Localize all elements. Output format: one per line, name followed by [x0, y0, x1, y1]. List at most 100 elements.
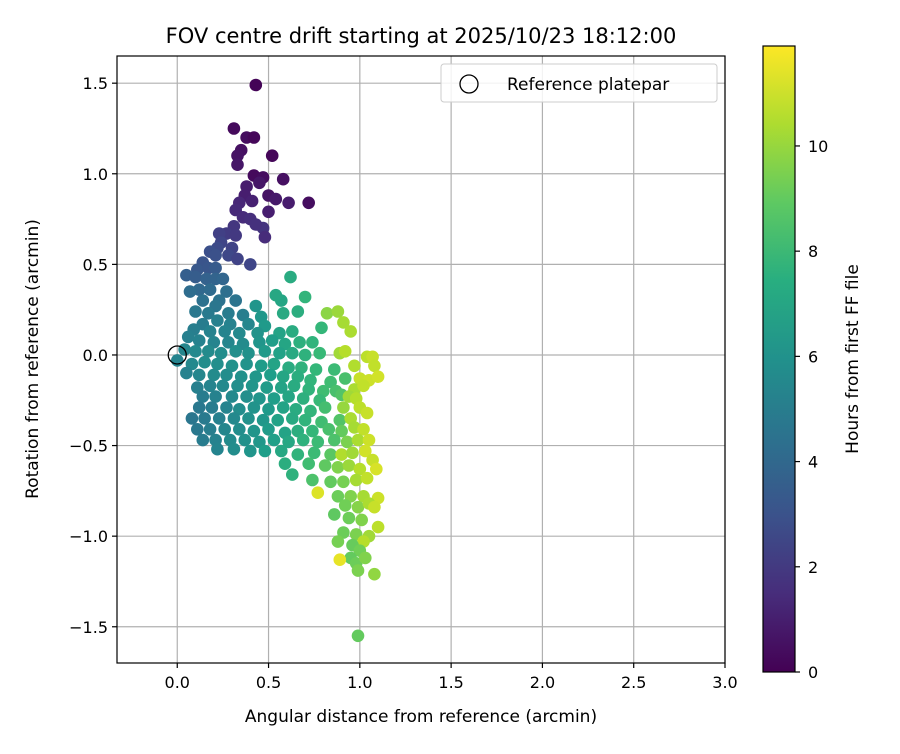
data-point-197: [306, 424, 319, 438]
data-point-190: [203, 423, 217, 436]
data-point-142: [231, 379, 244, 393]
data-point-139: [191, 381, 204, 394]
data-point-145: [275, 381, 288, 394]
x-tick-label-2: 1.0: [347, 673, 372, 692]
data-point-155: [240, 390, 253, 403]
data-point-199: [335, 424, 348, 438]
data-point-110: [171, 354, 184, 367]
data-point-6: [265, 149, 279, 162]
data-point-3: [247, 131, 261, 144]
data-point-265: [368, 567, 381, 581]
colorbar-label: Hours from first FF file: [843, 264, 863, 454]
data-point-236: [324, 475, 337, 489]
data-point-70: [211, 314, 224, 327]
reference-platepar-marker: [167, 345, 187, 365]
data-point-78: [233, 326, 246, 340]
data-point-198: [322, 423, 336, 436]
y-tick-label-4: −0.5: [69, 437, 108, 456]
data-point-44: [200, 272, 213, 286]
data-point-167: [233, 403, 246, 416]
data-point-15: [269, 192, 283, 206]
data-point-126: [207, 368, 221, 382]
data-point-87: [207, 336, 221, 349]
data-point-25: [249, 218, 263, 231]
data-point-51: [220, 285, 233, 298]
legend-box: [440, 63, 718, 103]
legend: Reference platepar: [440, 63, 718, 103]
data-point-104: [298, 348, 312, 362]
data-point-168: [247, 401, 261, 414]
data-point-209: [296, 433, 310, 447]
data-point-111: [185, 357, 199, 371]
colorbar-tick-label-5: 10: [808, 137, 828, 156]
data-point-37: [231, 252, 244, 266]
data-point-214: [362, 433, 376, 447]
data-point-218: [258, 444, 272, 458]
y-tick-label-6: −1.5: [69, 618, 108, 637]
data-point-50: [183, 285, 197, 298]
data-point-153: [209, 390, 222, 403]
data-point-177: [198, 412, 211, 425]
data-point-194: [262, 423, 275, 436]
data-point-30: [258, 230, 272, 244]
data-point-242: [344, 490, 358, 503]
legend-entry-reference-platepar: Reference platepar: [507, 75, 669, 95]
colorbar-tick-label-4: 8: [808, 242, 818, 261]
data-point-88: [222, 336, 235, 349]
y-tick-label-2: 0.5: [83, 255, 108, 274]
data-point-216: [227, 442, 241, 456]
data-point-217: [244, 444, 257, 458]
chart-title: FOV centre drift starting at 2025/10/23 …: [166, 24, 677, 48]
data-point-210: [311, 435, 325, 449]
data-point-234: [286, 468, 299, 481]
data-point-131: [276, 370, 290, 384]
data-point-5: [231, 149, 244, 162]
data-point-112: [198, 355, 211, 369]
data-point-169: [262, 403, 275, 416]
data-point-54: [269, 288, 283, 302]
data-point-230: [331, 461, 345, 474]
data-point-122: [348, 359, 361, 373]
data-point-67: [291, 305, 305, 318]
data-point-182: [271, 413, 285, 427]
data-point-231: [342, 459, 356, 472]
data-point-188: [360, 406, 374, 420]
data-point-143: [245, 379, 259, 393]
data-point-73: [242, 317, 255, 331]
data-point-221: [307, 446, 321, 460]
data-point-121: [328, 363, 341, 376]
data-point-191: [218, 423, 231, 436]
data-point-47: [244, 258, 257, 271]
data-point-213: [351, 433, 365, 447]
data-point-134: [324, 375, 337, 389]
data-point-211: [328, 433, 341, 447]
data-point-144: [260, 381, 274, 394]
data-point-46: [216, 272, 230, 286]
data-point-184: [298, 413, 312, 427]
data-point-103: [286, 346, 299, 360]
data-point-123: [368, 359, 381, 373]
data-point-115: [240, 357, 253, 371]
data-point-125: [192, 368, 206, 382]
data-point-251: [355, 513, 369, 527]
data-point-152: [196, 390, 210, 403]
data-point-158: [282, 390, 295, 403]
data-point-49: [203, 283, 217, 297]
y-tick-label-1: 1.0: [83, 165, 108, 184]
data-point-76: [203, 325, 217, 338]
data-point-94: [306, 336, 319, 349]
data-point-35: [209, 249, 222, 262]
data-point-56: [298, 290, 312, 304]
data-point-138: [371, 370, 385, 384]
x-tick-label-3: 1.5: [438, 673, 463, 692]
data-point-90: [253, 336, 266, 349]
data-point-183: [286, 412, 299, 425]
data-point-140: [203, 379, 217, 393]
data-point-245: [338, 499, 352, 512]
data-point-219: [275, 444, 288, 458]
data-point-157: [267, 392, 281, 405]
data-point-92: [278, 337, 292, 351]
data-point-100: [242, 346, 255, 360]
data-point-176: [185, 412, 199, 425]
y-tick-label-3: 0.0: [83, 346, 108, 365]
